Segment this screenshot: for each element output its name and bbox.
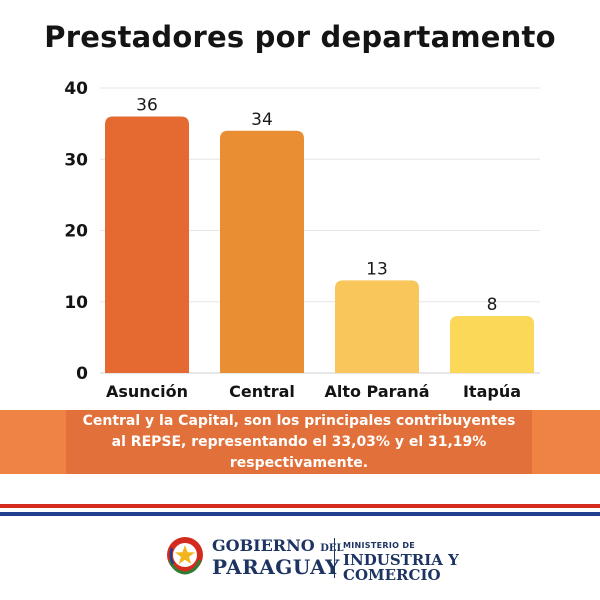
gobierno-text: GOBIERNO [212,536,315,555]
y-tick-label: 20 [64,222,88,242]
ministerio-line-1: MINISTERIO DE [343,541,416,550]
chart-title: Prestadores por departamento [44,20,556,54]
summary-banner: Central y la Capital, son los principale… [0,410,600,474]
logo-divider [334,538,335,578]
data-label: 13 [366,259,388,279]
bar [450,316,534,373]
bar [335,280,419,373]
x-tick-label: Central [229,382,295,401]
y-tick-label: 0 [76,364,88,384]
data-label: 34 [251,110,273,130]
stripe-blue [0,512,600,516]
ministerio-line-3: COMERCIO [343,566,441,584]
ministerio-line-2: INDUSTRIA Y [343,551,459,569]
bar-chart: 0 10 20 30 40 36 Asunción 34 Central 13 Alto Paran… [64,79,540,401]
flag-stripes [0,504,600,520]
x-tick-label: Itapúa [463,382,521,401]
y-tick-label: 10 [64,293,88,313]
stripe-white [0,508,600,512]
bar [105,116,189,373]
ministerio-logo: MINISTERIO DE INDUSTRIA Y COMERCIO [343,538,459,583]
y-tick-label: 30 [64,150,88,170]
summary-text: Central y la Capital, son los principale… [66,410,532,474]
paraguay-text: PARAGUAY [212,555,340,579]
y-tick-label: 40 [64,79,88,99]
bar [220,130,304,373]
x-tick-label: Alto Paraná [324,382,429,401]
gobierno-logo: GOBIERNO DEL PARAGUAY [212,536,344,579]
stripe-red [0,504,600,508]
gobierno-del-text: DEL [320,543,344,554]
data-label: 8 [487,295,498,315]
x-tick-label: Asunción [106,382,188,401]
paraguay-seal-icon [167,537,203,575]
data-label: 36 [136,96,158,116]
